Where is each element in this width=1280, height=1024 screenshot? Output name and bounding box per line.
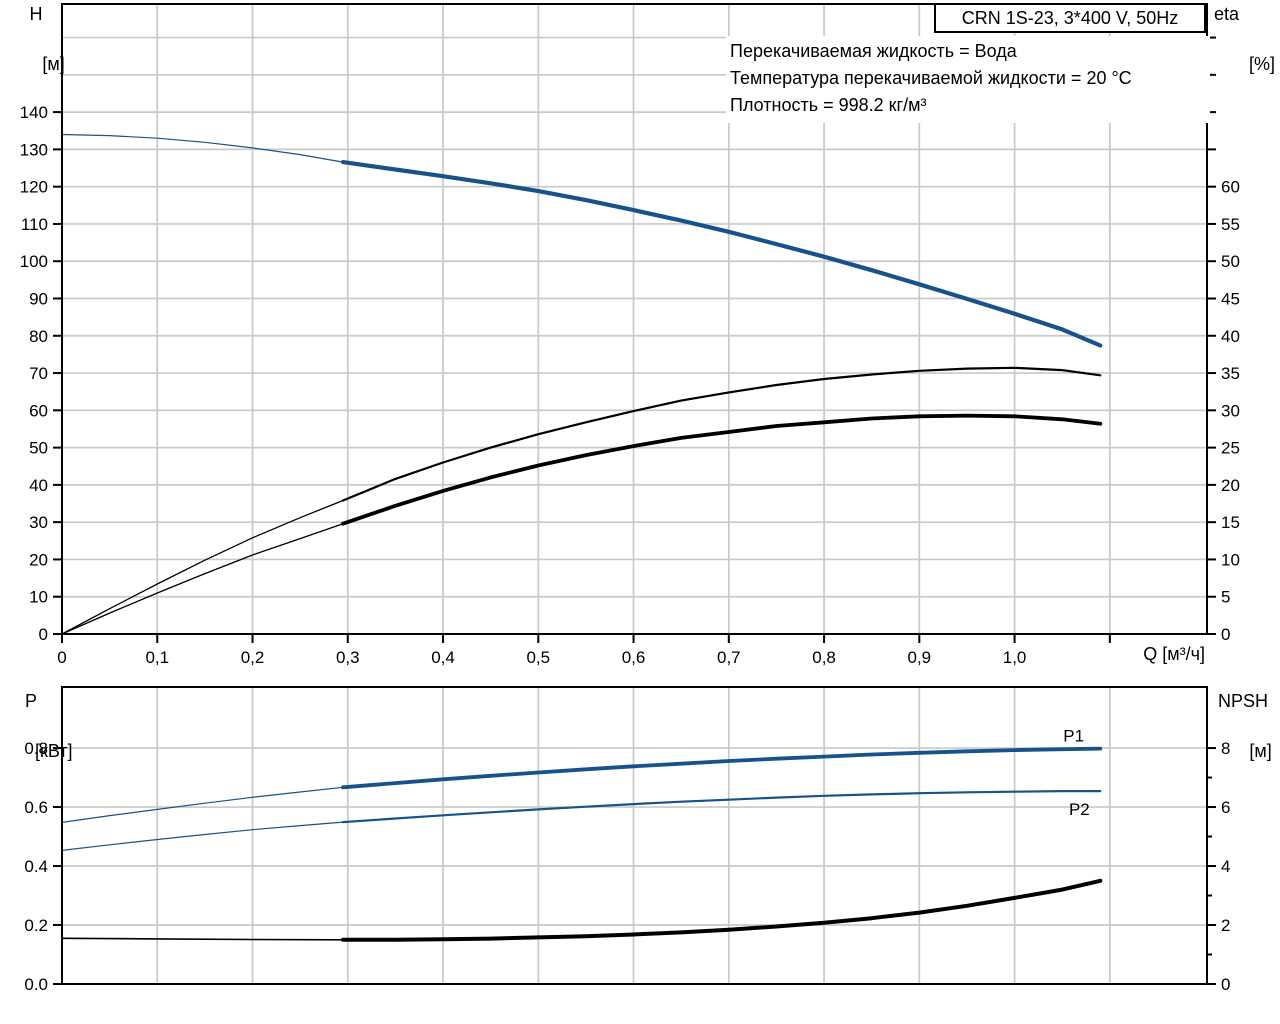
x-tick-label: 0	[57, 648, 66, 667]
left-tick-label: 0.4	[24, 857, 48, 876]
p1-curve	[341, 746, 1103, 790]
left-tick-label: 0.8	[24, 739, 48, 758]
h-curve	[61, 133, 344, 163]
x-tick-label: 0,5	[526, 648, 550, 667]
annotation-line-fluid: Перекачиваемая жидкость = Вода	[730, 41, 1017, 61]
left-tick-label: 130	[20, 140, 48, 159]
right-tick-label: 4	[1221, 857, 1230, 876]
h-axis-title: H [м]	[29, 4, 65, 74]
plot-frame	[61, 686, 1208, 985]
left-tick-label: 60	[29, 401, 48, 420]
curve-label-p2: P2	[1069, 800, 1090, 819]
x-tick-label: 0,4	[431, 648, 455, 667]
right-tick-label: 2	[1221, 916, 1230, 935]
left-tick-label: 0.0	[24, 975, 48, 994]
right-tick-label: 30	[1221, 401, 1240, 420]
x-tick-label: 1,0	[1003, 648, 1027, 667]
right-tick-label: 55	[1221, 215, 1240, 234]
eta-pump-curve	[61, 499, 344, 635]
left-tick-label: 70	[29, 364, 48, 383]
left-tick-label: 100	[20, 252, 48, 271]
x-tick-label: 0,3	[336, 648, 360, 667]
q-axis-label: Q [м³/ч]	[1143, 644, 1205, 664]
right-tick-label: 0	[1221, 625, 1230, 644]
right-tick-label: 20	[1221, 476, 1240, 495]
left-tick-label: 10	[29, 588, 48, 607]
fluid-annotations: Перекачиваемая жидкость = Вода Температу…	[726, 36, 1210, 123]
right-tick-label: 25	[1221, 439, 1240, 458]
right-tick-label: 60	[1221, 178, 1240, 197]
left-tick-label: 0.2	[24, 916, 48, 935]
npsh-curve	[341, 878, 1103, 942]
x-tick-label: 0,7	[717, 648, 741, 667]
right-tick-label: 6	[1221, 798, 1230, 817]
right-tick-label: 10	[1221, 550, 1240, 569]
right-tick-label: 15	[1221, 513, 1240, 532]
eta-total-curve	[341, 413, 1103, 526]
left-tick-label: 110	[21, 215, 48, 234]
p2-curve	[341, 790, 1102, 824]
left-tick-label: 20	[29, 550, 48, 569]
left-tick-label: 30	[29, 513, 48, 532]
annotation-line-density: Плотность = 998.2 кг/м³	[730, 95, 927, 115]
npsh-curve	[61, 937, 344, 941]
pump-title: CRN 1S-23, 3*400 V, 50Hz	[961, 7, 1179, 28]
right-tick-label: 0	[1221, 975, 1230, 994]
x-tick-label: 0,6	[622, 648, 646, 667]
eta-pump-curve	[341, 366, 1102, 502]
left-tick-label: 90	[29, 289, 48, 308]
right-tick-label: 5	[1221, 588, 1230, 607]
annotation-line-temperature: Температура перекачиваемой жидкости = 20…	[730, 68, 1132, 88]
x-tick-label: 0,9	[908, 648, 932, 667]
x-tick-label: 0,1	[145, 648, 169, 667]
left-tick-label: 50	[29, 439, 48, 458]
curve-label-p1: P1	[1063, 726, 1084, 745]
npsh-axis-title: NPSH [м]	[1217, 691, 1272, 761]
right-tick-label: 35	[1221, 364, 1240, 383]
h-curve	[340, 160, 1103, 348]
p2-curve	[61, 821, 344, 851]
eta-axis-title: eta [%]	[1214, 4, 1276, 74]
left-tick-label: 120	[20, 178, 48, 197]
p1-curve	[61, 786, 344, 823]
p-axis-title: P [кВт]	[24, 691, 73, 761]
left-tick-label: 0	[39, 625, 48, 644]
left-tick-label: 80	[29, 327, 48, 346]
left-tick-label: 0.6	[24, 798, 48, 817]
right-tick-label: 50	[1221, 252, 1240, 271]
left-tick-label: 140	[20, 103, 48, 122]
x-tick-label: 0,2	[241, 648, 265, 667]
right-tick-label: 40	[1221, 327, 1240, 346]
x-tick-label: 0,8	[812, 648, 836, 667]
right-tick-label: 45	[1221, 289, 1240, 308]
left-tick-label: 40	[29, 476, 48, 495]
eta-total-curve	[61, 523, 344, 635]
right-tick-label: 8	[1221, 739, 1230, 758]
pump-title-box: CRN 1S-23, 3*400 V, 50Hz	[934, 3, 1206, 33]
